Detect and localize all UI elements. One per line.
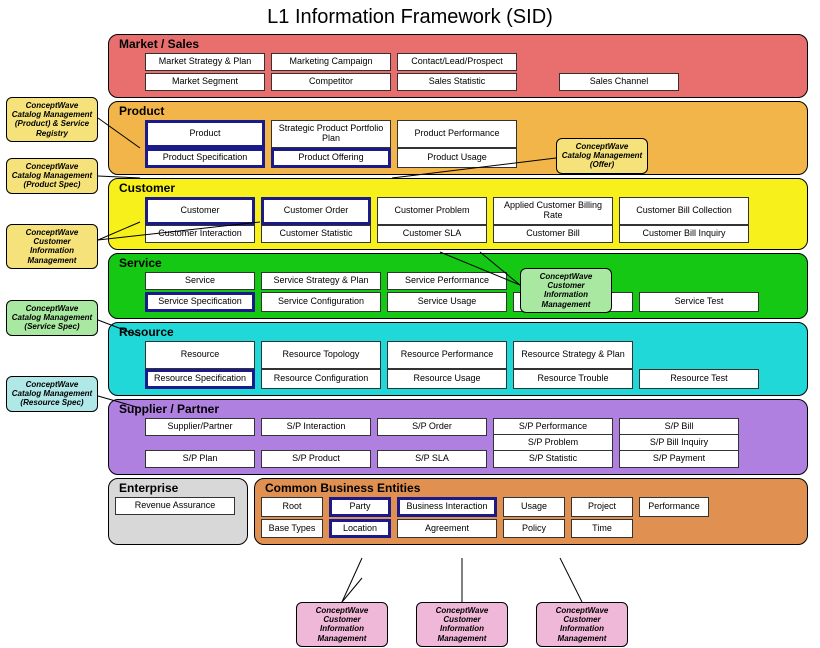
cell-product-offering: Product Offering [271, 148, 391, 168]
cell: S/P SLA [377, 450, 487, 468]
section-service: Service Service Service Strategy & Plan … [108, 253, 808, 319]
cell: Sales Statistic [397, 73, 517, 91]
cell: Product Usage [397, 148, 517, 168]
cell: Resource [145, 341, 255, 369]
cell: Resource Usage [387, 369, 507, 389]
cell: Service Performance [387, 272, 507, 290]
cell: Contact/Lead/Prospect [397, 53, 517, 71]
callout-cbe-2: ConceptWave Customer Information Managem… [416, 602, 508, 647]
cell: Applied Customer Billing Rate [493, 197, 613, 225]
callout-customer-info: ConceptWave Customer Information Managem… [6, 224, 98, 269]
cell: Sales Channel [559, 73, 679, 91]
cell: Resource Test [639, 369, 759, 389]
cell: Market Segment [145, 73, 265, 91]
cell: Strategic Product Portfolio Plan [271, 120, 391, 148]
cell: Resource Topology [261, 341, 381, 369]
cell: Customer Bill Collection [619, 197, 749, 225]
callout-offer: ConceptWave Catalog Management (Offer) [556, 138, 648, 174]
cell: Service Configuration [261, 292, 381, 312]
section-supplier: Supplier / Partner Supplier/Partner S/P … [108, 399, 808, 475]
cell: Base Types [261, 519, 323, 539]
cell-service-spec: Service Specification [145, 292, 255, 312]
cell: Service Strategy & Plan [261, 272, 381, 290]
callout-cbe-1: ConceptWave Customer Information Managem… [296, 602, 388, 647]
cell-biz-interaction: Business Interaction [397, 497, 497, 517]
callout-customer-info-2: ConceptWave Customer Information Managem… [520, 268, 612, 313]
callout-product-registry: ConceptWave Catalog Management (Product)… [6, 97, 98, 142]
section-enterprise: Enterprise Revenue Assurance [108, 478, 248, 546]
cell: Resource Trouble [513, 369, 633, 389]
cell-product-spec: Product Specification [145, 148, 265, 168]
cell: Usage [503, 497, 565, 517]
cell-location: Location [329, 519, 391, 539]
callout-resource-spec: ConceptWave Catalog Management (Resource… [6, 376, 98, 412]
cell: Customer Interaction [145, 225, 255, 243]
cell: Customer Bill [493, 225, 613, 243]
section-product: Product Product Strategic Product Portfo… [108, 101, 808, 175]
section-title-supplier: Supplier / Partner [119, 402, 801, 416]
bottom-row: Enterprise Revenue Assurance Common Busi… [108, 478, 808, 546]
cell: S/P Statistic [493, 450, 613, 468]
cell: Market Strategy & Plan [145, 53, 265, 71]
cell: Product Performance [397, 120, 517, 148]
cell: Service Usage [387, 292, 507, 312]
section-title-customer: Customer [119, 181, 801, 195]
cell-party: Party [329, 497, 391, 517]
cell-resource-spec: Resource Specification [145, 369, 255, 389]
cell: Time [571, 519, 633, 539]
cell: Policy [503, 519, 565, 539]
section-market: Market / Sales Market Strategy & Plan Ma… [108, 34, 808, 98]
section-title-resource: Resource [119, 325, 801, 339]
section-title-market: Market / Sales [119, 37, 801, 51]
cell: Marketing Campaign [271, 53, 391, 71]
cell: Competitor [271, 73, 391, 91]
cell: Customer Statistic [261, 225, 371, 243]
cell: Project [571, 497, 633, 517]
section-cbe: Common Business Entities Root Party Busi… [254, 478, 808, 546]
cell: Service Test [639, 292, 759, 312]
section-title-enterprise: Enterprise [119, 481, 241, 495]
cell: Customer Problem [377, 197, 487, 225]
cell: Resource Performance [387, 341, 507, 369]
cell: Revenue Assurance [115, 497, 235, 515]
cell: Service [145, 272, 255, 290]
callout-cbe-3: ConceptWave Customer Information Managem… [536, 602, 628, 647]
callout-service-spec: ConceptWave Catalog Management (Service … [6, 300, 98, 336]
callout-product-spec: ConceptWave Catalog Management (Product … [6, 158, 98, 194]
section-customer: Customer Customer Customer Order Custome… [108, 178, 808, 250]
cell-customer: Customer [145, 197, 255, 225]
cell: Resource Configuration [261, 369, 381, 389]
cell: Performance [639, 497, 709, 517]
cell: Resource Strategy & Plan [513, 341, 633, 369]
cell-customer-order: Customer Order [261, 197, 371, 225]
cell-product: Product [145, 120, 265, 148]
cell: Agreement [397, 519, 497, 539]
cell: S/P Payment [619, 450, 739, 468]
cell: Root [261, 497, 323, 517]
cell: S/P Product [261, 450, 371, 468]
cell: Customer SLA [377, 225, 487, 243]
section-title-cbe: Common Business Entities [265, 481, 801, 495]
page-title: L1 Information Framework (SID) [0, 0, 820, 31]
cell: S/P Plan [145, 450, 255, 468]
section-resource: Resource Resource Resource Topology Reso… [108, 322, 808, 396]
framework-container: Market / Sales Market Strategy & Plan Ma… [108, 34, 808, 545]
section-title-service: Service [119, 256, 801, 270]
section-title-product: Product [119, 104, 801, 118]
cell: Customer Bill Inquiry [619, 225, 749, 243]
